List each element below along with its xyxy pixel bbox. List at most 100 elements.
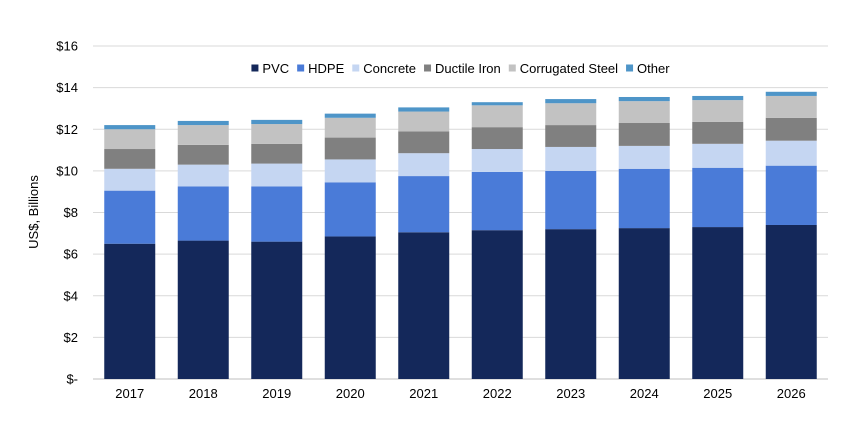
bar-segment-other-2020: [324, 113, 376, 118]
y-tick-label: $8: [64, 205, 78, 220]
bar-segment-pvc-2026: [765, 224, 817, 379]
bar-segment-hdpe-2022: [471, 171, 523, 231]
y-tick-label: $-: [66, 372, 78, 387]
bar-segment-corrugated-steel-2020: [324, 117, 376, 138]
bar-segment-corrugated-steel-2022: [471, 105, 523, 128]
x-tick-label: 2019: [262, 386, 291, 401]
x-tick-label: 2018: [189, 386, 218, 401]
bar-segment-corrugated-steel-2018: [177, 125, 229, 145]
bar-segment-concrete-2022: [471, 149, 523, 172]
legend-swatch: [626, 64, 634, 72]
bar-segment-corrugated-steel-2021: [398, 111, 450, 132]
y-tick-label: $6: [64, 247, 78, 262]
bar-segment-other-2023: [545, 99, 597, 104]
x-tick-label: 2023: [556, 386, 585, 401]
bar-stack-2025: [692, 95, 744, 379]
bar-segment-pvc-2020: [324, 236, 376, 379]
legend-swatch: [424, 64, 432, 72]
bar-segment-concrete-2026: [765, 140, 817, 166]
legend-label: Ductile Iron: [435, 61, 501, 76]
bar-segment-hdpe-2021: [398, 176, 450, 233]
legend-label: HDPE: [308, 61, 344, 76]
bar-segment-concrete-2021: [398, 153, 450, 177]
bar-segment-corrugated-steel-2026: [765, 95, 817, 118]
bar-segment-hdpe-2025: [692, 167, 744, 228]
bar-stack-2022: [471, 102, 523, 379]
bars: [104, 91, 817, 379]
bar-segment-other-2024: [618, 96, 670, 102]
legend: PVC HDPE Concrete Ductile Iron Corrugated St…: [251, 61, 670, 76]
bar-segment-ductile-iron-2025: [692, 121, 744, 144]
bar-segment-pvc-2019: [251, 241, 303, 379]
bar-segment-pvc-2025: [692, 227, 744, 379]
bar-segment-ductile-iron-2023: [545, 125, 597, 147]
bar-stack-2021: [398, 107, 450, 379]
y-tick-label: $16: [56, 39, 78, 54]
bar-stack-2017: [104, 125, 156, 379]
legend-swatch: [352, 64, 360, 72]
bar-segment-corrugated-steel-2025: [692, 100, 744, 122]
bar-segment-hdpe-2020: [324, 182, 376, 237]
bar-segment-concrete-2024: [618, 145, 670, 169]
legend-swatch: [297, 64, 305, 72]
x-tick-label: 2021: [409, 386, 438, 401]
x-tick-label: 2024: [630, 386, 659, 401]
legend-swatch: [251, 64, 259, 72]
bar-segment-ductile-iron-2026: [765, 117, 817, 141]
bar-segment-other-2021: [398, 107, 450, 112]
bar-segment-corrugated-steel-2024: [618, 101, 670, 124]
y-tick-label: $12: [56, 122, 78, 137]
x-tick-label: 2017: [115, 386, 144, 401]
x-tick-label: 2025: [703, 386, 732, 401]
bar-segment-hdpe-2024: [618, 168, 670, 229]
y-tick-label: $14: [56, 80, 78, 95]
x-tick-label: 2020: [336, 386, 365, 401]
bar-segment-corrugated-steel-2017: [104, 129, 156, 150]
bar-segment-hdpe-2026: [765, 165, 817, 225]
bar-segment-other-2025: [692, 95, 744, 101]
bar-segment-corrugated-steel-2023: [545, 103, 597, 126]
bar-segment-pvc-2023: [545, 229, 597, 379]
y-axis-title: US$, Billions: [26, 175, 41, 249]
legend-swatch: [508, 64, 516, 72]
bar-segment-pvc-2021: [398, 232, 450, 379]
bar-segment-other-2022: [471, 102, 523, 106]
bar-segment-hdpe-2019: [251, 186, 303, 242]
bar-segment-concrete-2020: [324, 159, 376, 183]
legend-label: PVC: [262, 61, 289, 76]
legend-label: Concrete: [363, 61, 416, 76]
bar-stack-2024: [618, 96, 670, 379]
bar-segment-ductile-iron-2019: [251, 143, 303, 164]
bar-segment-concrete-2023: [545, 146, 597, 171]
bar-stack-2019: [251, 119, 303, 379]
bar-segment-corrugated-steel-2019: [251, 124, 303, 144]
legend-item-pvc: PVC: [251, 61, 289, 76]
bar-segment-pvc-2022: [471, 230, 523, 379]
bar-segment-concrete-2025: [692, 143, 744, 168]
bar-stack-2020: [324, 113, 376, 379]
y-tick-label: $4: [64, 288, 78, 303]
bar-segment-other-2026: [765, 91, 817, 96]
bar-segment-hdpe-2023: [545, 170, 597, 230]
bar-segment-pvc-2018: [177, 240, 229, 379]
legend-item-other: Other: [626, 61, 670, 76]
y-axis-ticks: $- $2 $4 $6 $8 $10 $12 $14 $16: [56, 39, 78, 387]
bar-segment-ductile-iron-2017: [104, 149, 156, 169]
bar-segment-concrete-2017: [104, 168, 156, 191]
x-tick-label: 2026: [777, 386, 806, 401]
x-tick-label: 2022: [483, 386, 512, 401]
bar-segment-ductile-iron-2022: [471, 127, 523, 150]
legend-item-hdpe: HDPE: [297, 61, 345, 76]
bar-segment-other-2017: [104, 125, 156, 130]
legend-item-ductile-iron: Ductile Iron: [424, 61, 501, 76]
bar-segment-other-2018: [177, 120, 229, 126]
y-tick-label: $10: [56, 163, 78, 178]
legend-item-corrugated-steel: Corrugated Steel: [508, 61, 618, 76]
y-tick-label: $2: [64, 330, 78, 345]
bar-segment-ductile-iron-2020: [324, 137, 376, 160]
bar-stack-2023: [545, 99, 597, 379]
bar-segment-ductile-iron-2018: [177, 144, 229, 165]
bar-segment-ductile-iron-2021: [398, 131, 450, 154]
bar-segment-hdpe-2018: [177, 186, 229, 241]
